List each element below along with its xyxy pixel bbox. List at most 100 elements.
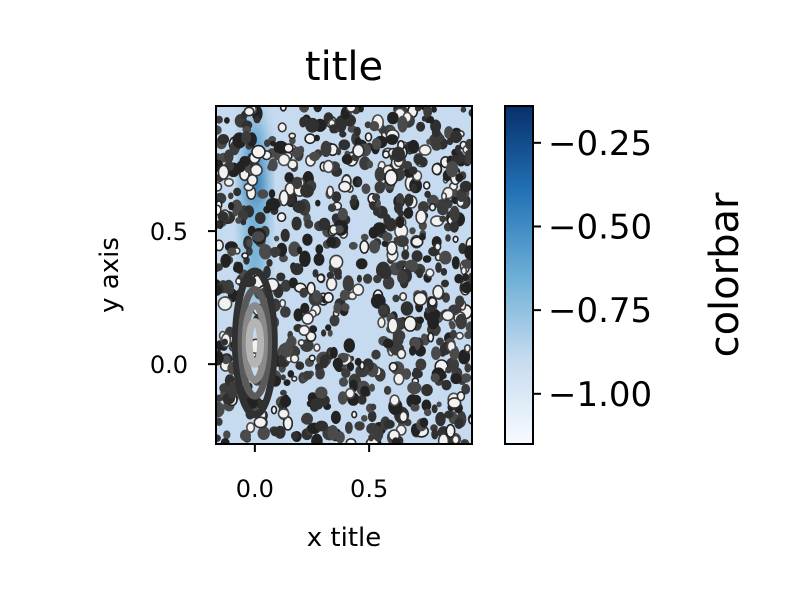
scatter-point <box>306 281 316 296</box>
scatter-point <box>454 144 461 154</box>
scatter-point <box>428 203 437 212</box>
scatter-point <box>299 287 309 298</box>
scatter-point <box>416 121 426 132</box>
scatter-point <box>313 134 320 142</box>
scatter-point <box>268 189 276 199</box>
contour-layer <box>231 267 278 419</box>
scatter-point <box>246 239 253 248</box>
scatter-point <box>464 149 472 165</box>
scatter-point <box>345 387 356 399</box>
scatter-point <box>293 308 303 322</box>
scatter-layer <box>216 106 472 444</box>
scatter-point <box>270 405 278 415</box>
scatter-point <box>382 232 393 242</box>
scatter-point <box>313 343 321 352</box>
scatter-point <box>386 134 399 145</box>
scatter-point <box>344 421 353 434</box>
scatter-point <box>216 417 223 426</box>
scatter-point <box>413 291 428 307</box>
scatter-point <box>423 106 433 118</box>
scatter-point <box>407 381 422 395</box>
scatter-point <box>459 180 472 193</box>
scatter-point <box>322 159 335 174</box>
scatter-point <box>437 433 450 444</box>
scatter-point <box>217 134 230 145</box>
scatter-point <box>308 354 316 362</box>
colorbar-label: colorbar <box>702 192 748 357</box>
scatter-point <box>353 126 361 137</box>
scatter-point <box>246 421 256 433</box>
scatter-point <box>249 163 263 177</box>
scatter-point <box>323 292 334 304</box>
scatter-point <box>370 403 377 411</box>
scatter-point <box>316 273 325 283</box>
scatter-point <box>216 181 223 192</box>
scatter-point <box>223 177 234 187</box>
scatter-point <box>337 207 348 221</box>
scatter-point <box>401 249 410 260</box>
scatter-point <box>448 320 455 327</box>
scatter-point <box>355 258 368 270</box>
scatter-point <box>223 430 231 440</box>
scatter-point <box>397 115 408 133</box>
scatter-point <box>460 106 467 113</box>
heatmap-peak-1-level-4 <box>251 241 259 274</box>
scatter-point <box>253 115 261 124</box>
scatter-point <box>398 410 409 423</box>
scatter-point <box>326 185 335 198</box>
scatter-point <box>228 192 234 200</box>
scatter-point <box>371 137 382 150</box>
scatter-point <box>391 437 400 444</box>
scatter-point <box>450 348 458 357</box>
scatter-point <box>326 271 335 279</box>
scatter-point <box>278 189 290 207</box>
scatter-point <box>383 213 391 224</box>
scatter-point <box>343 338 356 353</box>
scatter-point <box>276 212 287 223</box>
scatter-point <box>354 421 365 431</box>
scatter-point <box>251 144 266 159</box>
scatter-point <box>377 316 386 329</box>
scatter-point <box>439 250 452 265</box>
colorbar-tick-label-3: −1.00 <box>548 375 652 415</box>
scatter-point <box>440 279 449 288</box>
scatter-point <box>341 154 353 165</box>
scatter-point <box>298 324 311 337</box>
scatter-point <box>340 303 350 312</box>
contour-level-2 <box>241 302 268 384</box>
scatter-point <box>370 293 386 309</box>
scatter-point <box>389 394 400 407</box>
scatter-point <box>371 349 381 360</box>
scatter-point <box>240 219 247 226</box>
scatter-point <box>332 357 343 370</box>
scatter-point <box>427 296 438 307</box>
scatter-point <box>269 246 281 257</box>
scatter-point <box>359 239 370 254</box>
scatter-point <box>376 261 391 279</box>
scatter-point <box>257 189 269 199</box>
scatter-point <box>391 146 406 163</box>
scatter-point <box>290 263 304 276</box>
scatter-point <box>440 192 448 201</box>
scatter-point <box>315 244 324 255</box>
scatter-point <box>426 138 432 145</box>
scatter-point <box>279 389 287 396</box>
scatter-point <box>280 306 291 318</box>
scatter-point <box>402 160 413 170</box>
scatter-point <box>369 383 376 392</box>
scatter-point <box>326 236 337 248</box>
scatter-point <box>424 190 431 198</box>
scatter-point <box>349 198 357 207</box>
colorbar <box>504 105 534 445</box>
scatter-point <box>372 426 384 442</box>
scatter-point <box>393 236 400 244</box>
scatter-point <box>460 439 469 444</box>
scatter-point <box>280 228 290 242</box>
scatter-point <box>445 423 456 439</box>
scatter-point <box>404 193 414 207</box>
scatter-point <box>434 242 442 251</box>
scatter-point <box>445 234 451 242</box>
scatter-point <box>339 130 347 138</box>
scatter-point <box>243 106 255 117</box>
scatter-point <box>396 348 407 360</box>
